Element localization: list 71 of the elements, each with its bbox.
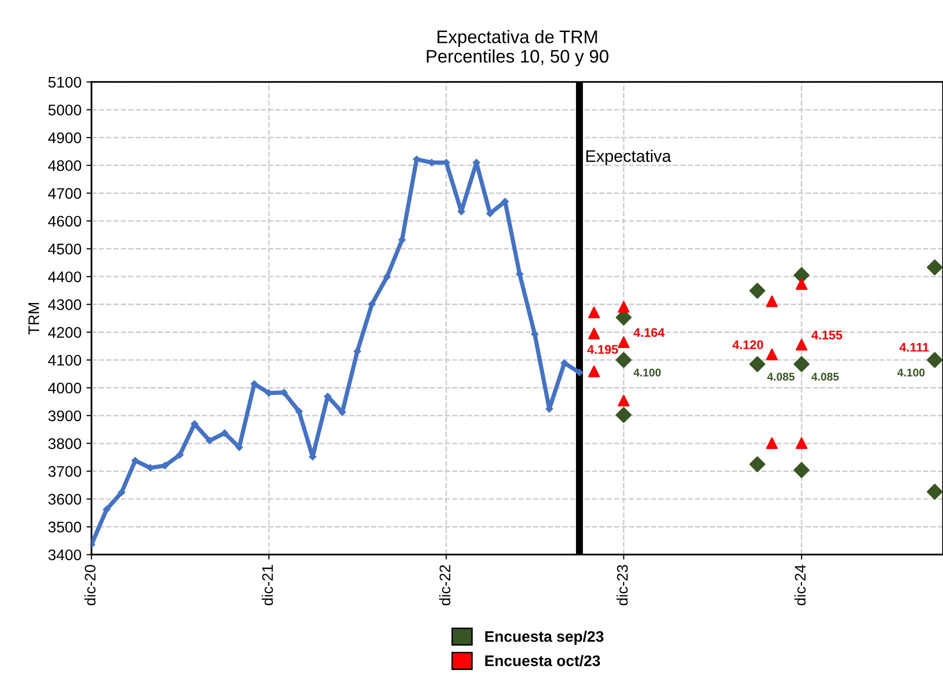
y-tick-label: 3400 [48,549,82,560]
point [618,336,630,348]
y-axis-title: TRM [28,302,40,334]
ref-line-label: Expectativa [586,150,672,166]
point [926,259,943,276]
point [102,506,110,514]
x-tick-label: dic-22 [439,565,450,606]
point [766,437,778,449]
point [295,408,303,416]
y-tick-label: 5100 [48,76,82,88]
y-tick-label: 4200 [48,327,82,338]
point [794,267,810,284]
chart-title: Expectativa de TRM Percentiles 10, 50 y 90 [426,30,608,66]
y-tick-label: 4100 [48,354,82,366]
y-tick-label: 4800 [48,160,82,172]
legend-label: Encuesta oct/23 [485,654,600,666]
y-tick-label: 4400 [48,271,82,282]
point [576,368,584,376]
y-tick-label: 4900 [48,132,82,144]
point [796,338,808,351]
data-label: 4.085 [811,372,839,381]
point [118,488,126,496]
annotation: 4.111 [899,342,929,352]
legend-label: Encuesta sep/23 [485,630,604,645]
point [926,484,943,500]
data-label: 4.100 [897,368,925,376]
point [616,407,632,424]
data-label: 4.120 [732,340,764,350]
point [383,273,391,280]
point [766,348,778,360]
y-tick-label: 5000 [48,104,82,116]
point [796,278,808,290]
point [749,356,766,372]
point [588,306,600,318]
y-tick-label: 3800 [48,438,82,450]
data-label: 4.195 [587,345,618,354]
y-tick-label: 3900 [48,410,82,422]
data-label: 4.155 [811,330,842,340]
y-tick-label: 4000 [48,382,82,394]
point [132,456,139,464]
y-tick-label: 4500 [48,244,82,254]
point [368,300,376,308]
point [588,366,600,378]
y-tick-label: 4700 [48,188,82,199]
point [794,462,810,478]
point [588,328,600,340]
point [749,456,766,472]
y-tick-label: 3500 [48,522,82,532]
point [206,436,214,444]
y-tick-label: 4600 [48,216,82,227]
point [176,451,184,458]
point [794,356,810,372]
point [926,352,943,368]
x-tick-label: dic-21 [262,565,273,606]
y-tick-label: 3700 [48,466,82,477]
point [412,156,420,163]
data-label: 4.164 [634,328,665,337]
point [796,437,808,449]
x-tick-label: dic-24 [794,564,806,606]
x-tick-label: dic-23 [616,564,628,606]
data-label: 4.100 [634,368,661,376]
y-tick-label: 3600 [48,494,82,505]
x-tick-label: dic-20 [84,564,96,606]
point [616,352,632,368]
point [221,429,228,437]
point [749,282,766,299]
point [618,301,630,313]
point [618,394,630,406]
point [766,295,778,308]
data-label: 4.085 [767,372,795,381]
y-tick-label: 4300 [48,299,82,310]
